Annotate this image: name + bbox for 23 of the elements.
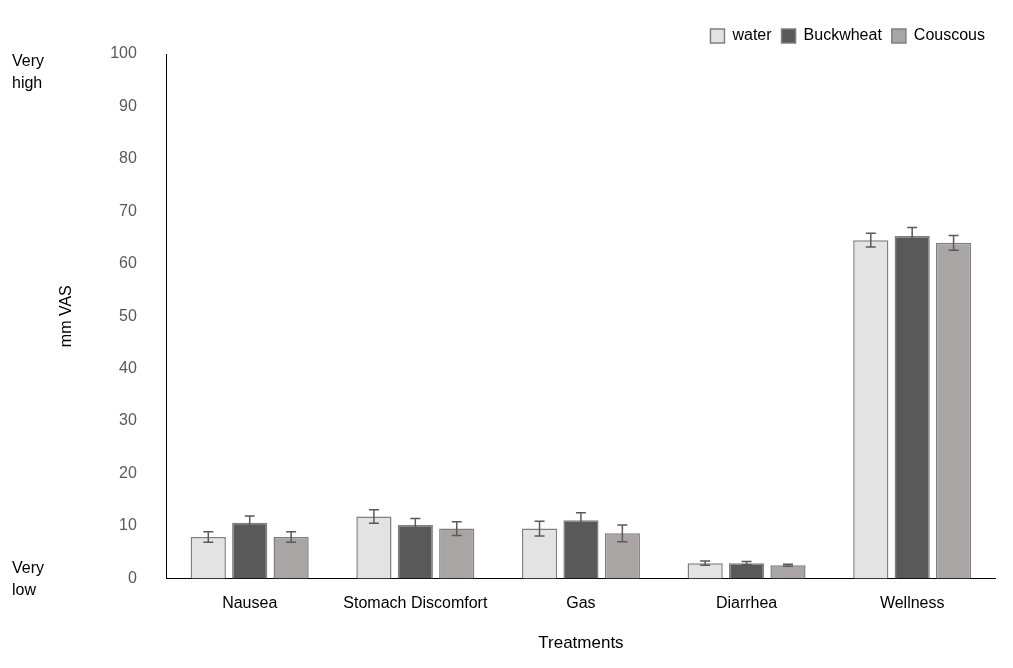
y-tick-label: 10: [119, 516, 137, 534]
text: Very low: [12, 558, 45, 598]
x-tick-label: Stomach Discomfort: [343, 594, 488, 612]
x-tick-label: Wellness: [879, 594, 945, 612]
y-tick-label: 60: [119, 254, 137, 272]
legend-label: Couscous: [913, 26, 986, 44]
x-tick-label: Gas: [566, 594, 596, 612]
y-tick-label: 0: [127, 568, 137, 586]
y-tick-label: 50: [119, 306, 137, 324]
y-tick-label: 30: [119, 411, 137, 429]
y-axis-title: mm VAS: [57, 285, 75, 348]
y-tick-label: 70: [119, 201, 137, 219]
legend-label: Buckwheat: [803, 26, 883, 44]
y-tick-label: 40: [119, 359, 137, 377]
y-tick-label: 100: [110, 44, 137, 62]
text: Very high: [12, 52, 45, 92]
y-tick-label: 80: [119, 149, 137, 167]
y-tick-label: 90: [119, 96, 137, 114]
legend-label: water: [731, 26, 773, 44]
y-tick-label: 20: [119, 463, 137, 481]
x-axis-title: Treatments: [538, 633, 624, 653]
x-tick-label: Diarrhea: [715, 594, 778, 612]
x-tick-label: Nausea: [222, 594, 278, 612]
